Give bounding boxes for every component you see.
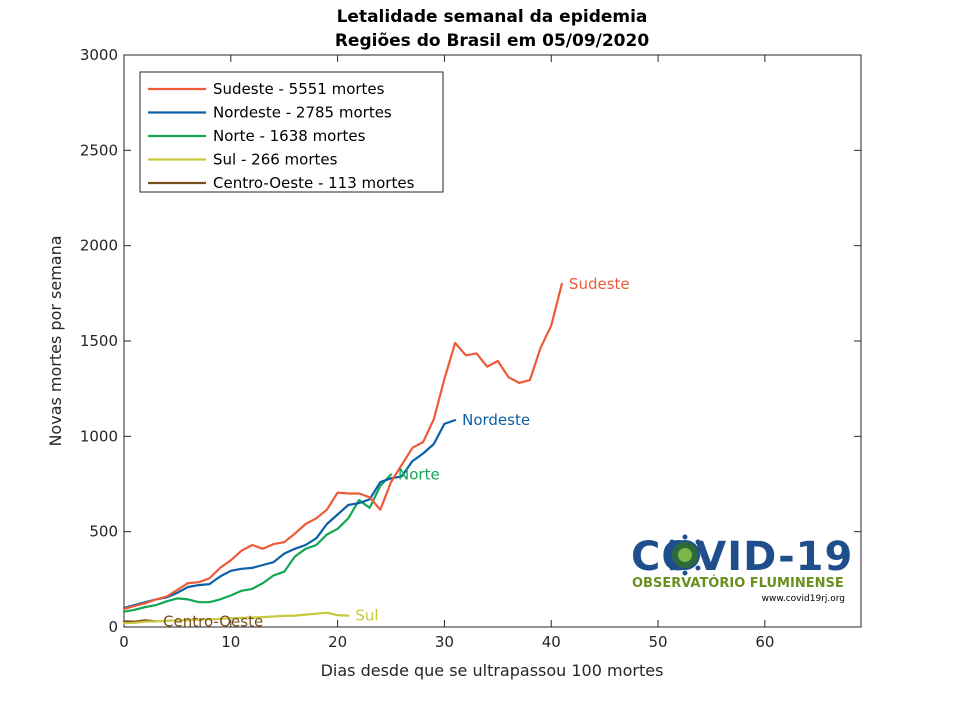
y-axis-label: Novas mortes por semana <box>46 235 65 446</box>
logo-title: COVID-19 <box>631 534 853 580</box>
chart-subtitle: Regiões do Brasil em 05/09/2020 <box>335 31 650 51</box>
logo-url: www.covid19rj.org <box>762 594 845 604</box>
x-axis-label: Dias desde que se ultrapassou 100 mortes <box>321 661 664 680</box>
chart-title: Letalidade semanal da epidemia <box>337 7 648 27</box>
series-line-sudeste <box>122 282 564 611</box>
y-tick-label: 3000 <box>80 46 118 64</box>
x-tick-label: 50 <box>649 633 668 651</box>
y-tick-label: 2500 <box>80 141 118 159</box>
x-tick-label: 10 <box>221 633 240 651</box>
legend-entry: Sul - 266 mortes <box>213 151 338 169</box>
y-tick-label: 1500 <box>80 332 118 350</box>
legend-box <box>139 71 444 193</box>
covid19-logo: COVID-19 OBSERVATÓRIO FLUMINENSE www.cov… <box>631 534 853 604</box>
y-tick-label: 0 <box>108 618 118 636</box>
legend: Sudeste - 5551 mortes Nordeste - 2785 mor… <box>139 71 444 193</box>
virus-icon <box>664 534 706 576</box>
series-lines <box>122 282 564 625</box>
end-label-sul: Sul <box>355 607 378 625</box>
end-label-norte: Norte <box>398 465 440 483</box>
y-tick-label: 500 <box>89 523 118 541</box>
legend-entry: Centro-Oeste - 113 mortes <box>213 174 415 192</box>
y-tick-label: 2000 <box>80 237 118 255</box>
legend-entry: Norte - 1638 mortes <box>213 127 366 145</box>
x-tick-label: 30 <box>435 633 454 651</box>
x-tick-label: 60 <box>755 633 774 651</box>
series-end-labels: Sudeste Nordeste Norte Sul Centro-Oeste <box>163 275 630 630</box>
legend-entry: Sudeste - 5551 mortes <box>213 80 385 98</box>
x-tick-label: 40 <box>542 633 561 651</box>
x-tick-label: 20 <box>328 633 347 651</box>
axis-ticks: 0 10 20 30 40 50 60 0 500 1000 1500 2000 2500 3000 <box>80 46 861 651</box>
y-tick-label: 1000 <box>80 427 118 445</box>
end-label-nordeste: Nordeste <box>462 411 530 429</box>
x-tick-label: 0 <box>119 633 129 651</box>
series-line-norte <box>122 473 393 613</box>
end-label-centro-oeste: Centro-Oeste <box>163 612 263 630</box>
legend-entry: Nordeste - 2785 mortes <box>213 104 392 122</box>
series-line-nordeste <box>122 419 457 610</box>
end-label-sudeste: Sudeste <box>569 275 630 293</box>
series-line-sul <box>122 611 350 625</box>
logo-subtitle: OBSERVATÓRIO FLUMINENSE <box>632 575 844 591</box>
